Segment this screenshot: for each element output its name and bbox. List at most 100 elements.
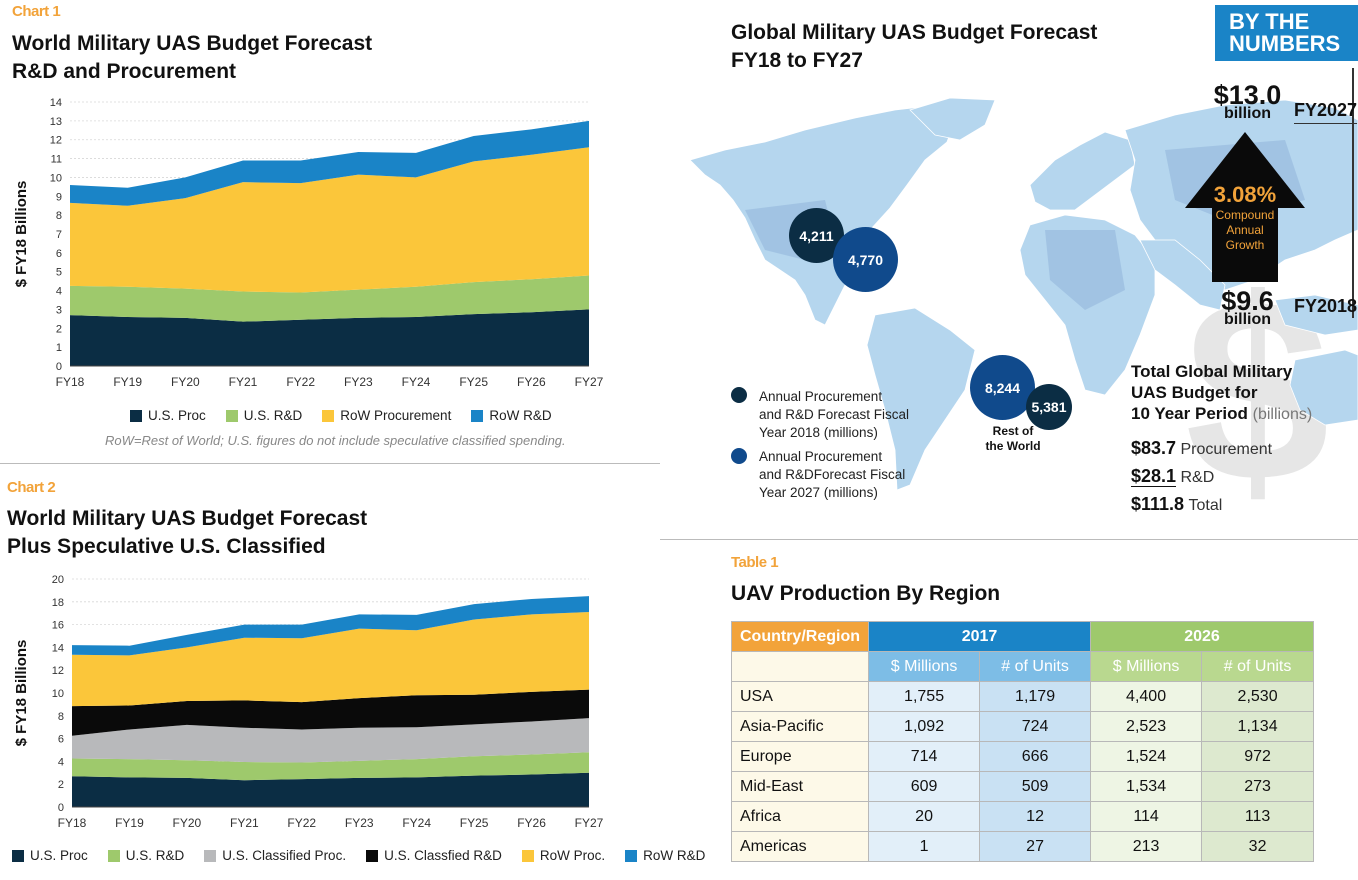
table-cell-value: 273 (1201, 771, 1314, 802)
fy2018-label: FY2018 (1294, 296, 1358, 316)
subheader-blank (731, 651, 869, 682)
x-tick-label: FY26 (517, 375, 546, 389)
y-tick-label: 4 (56, 286, 62, 298)
table-row: Mid-East 609 509 1,534 273 (731, 771, 1314, 802)
legend-item: U.S. R&D (107, 848, 184, 863)
y-tick-label: 16 (52, 620, 64, 632)
table-header-row: Country/Region 2017 2026 (731, 621, 1314, 652)
subheader-2017-units: # of Units (979, 651, 1091, 682)
legend-swatch (625, 849, 638, 862)
area-series-3 (70, 120, 589, 206)
table-cell-value: 213 (1089, 831, 1203, 862)
total-total-value: $111.8 (1131, 494, 1185, 514)
y-tick-label: 12 (52, 665, 64, 677)
growth-block: 3.08% Compound Annual Growth (1195, 182, 1295, 253)
y-tick-label: 1 (56, 342, 62, 354)
y-tick-label: 0 (58, 802, 64, 814)
x-tick-label: FY27 (575, 816, 604, 830)
legend-2027-dot (731, 448, 747, 464)
y-tick-label: 9 (56, 191, 62, 203)
x-tick-label: FY25 (460, 816, 489, 830)
legend-swatch (471, 409, 484, 422)
growth-value: 3.08% (1213, 182, 1277, 207)
chart1-title: World Military UAS Budget Forecast R&D a… (12, 30, 372, 86)
header-2017: 2017 (868, 621, 1091, 652)
by-the-numbers-badge: BY THE NUMBERS (1215, 5, 1358, 61)
bubble-na-2027: 4,770 (833, 227, 898, 292)
x-tick-label: FY21 (229, 375, 258, 389)
x-tick-label: FY23 (344, 375, 373, 389)
greenland-shape (909, 97, 996, 141)
left-divider (0, 463, 660, 464)
chart1-note: RoW=Rest of World; U.S. figures do not i… (105, 433, 566, 448)
chart1-legend: U.S. Proc U.S. R&D RoW Procurement RoW R&D (130, 408, 572, 423)
x-tick-label: FY24 (402, 375, 431, 389)
area-series-2 (72, 718, 589, 763)
area-series-4 (72, 612, 589, 707)
fy2027-unit: billion (1223, 105, 1272, 122)
y-tick-label: 3 (56, 304, 62, 316)
header-region: Country/Region (731, 621, 869, 652)
table-cell-value: 1 (867, 831, 981, 862)
total-rd-label: R&D (1180, 469, 1215, 486)
legend-item: RoW Proc. (521, 848, 605, 863)
y-tick-label: 20 (52, 574, 64, 586)
total-title-line2: UAS Budget for (1131, 383, 1258, 402)
y-axis-label: $ FY18 Billions (13, 640, 30, 747)
y-tick-label: 0 (56, 361, 62, 373)
y-tick-label: 6 (58, 734, 64, 746)
growth-arrow-icon (1185, 132, 1305, 282)
table-subheader-row: $ Millions # of Units $ Millions # of Un… (731, 651, 1314, 682)
x-tick-label: FY24 (402, 816, 431, 830)
table-cell-region: Asia-Pacific (731, 711, 869, 742)
bubble-row-2027: 8,244 (970, 355, 1035, 420)
table-body: USA 1,755 1,179 4,400 2,530 Asia-Pacific 1,092… (731, 681, 1314, 862)
table-cell-value: 4,400 (1089, 681, 1203, 712)
chart2-plot: 0 2 4 6 8 10 12 14 16 18 20 FY18 FY19 FY20 FY21 FY22 FY2… (13, 574, 604, 830)
table-cell-value: 1,134 (1201, 711, 1314, 742)
south-america-shape (866, 307, 976, 491)
x-tick-label: FY20 (173, 816, 202, 830)
chart1-title-line1: World Military UAS Budget Forecast (12, 32, 373, 55)
legend-swatch (225, 409, 238, 422)
legend-2018-text: Annual Procurement and R&D Forecast Fisc… (759, 388, 909, 442)
y-tick-label: 12 (50, 135, 62, 147)
table-cell-value: 20 (867, 801, 981, 832)
fy2027-value: $13.0 (1213, 80, 1282, 110)
fy2027-label: FY2027 (1294, 100, 1358, 124)
map-title-line2: FY18 to FY27 (731, 49, 863, 72)
x-tick-label: FY18 (58, 816, 87, 830)
legend-swatch (107, 849, 120, 862)
legend-item: U.S. Classfied R&D (366, 848, 502, 863)
fy2027-block: $13.0 billion (1210, 80, 1285, 123)
y-tick-label: 14 (50, 97, 62, 109)
table-row: Asia-Pacific 1,092 724 2,523 1,134 (731, 711, 1314, 742)
area-series-0 (70, 309, 589, 366)
row-label-line2: the World (985, 439, 1041, 453)
table-cell-value: 972 (1201, 741, 1314, 772)
area-series-5 (72, 596, 589, 656)
legend-item: RoW R&D (625, 848, 705, 863)
right-divider (660, 539, 1358, 540)
y-tick-label: 8 (58, 711, 64, 723)
y-tick-label: 14 (52, 642, 64, 654)
total-total-label: Total (1188, 497, 1223, 514)
y-tick-label: 6 (56, 248, 62, 260)
y-tick-label: 10 (50, 172, 62, 184)
total-procurement-label: Procurement (1180, 441, 1273, 458)
bubble-row-2018: 5,381 (1026, 384, 1072, 430)
legend-label: U.S. Classfied R&D (384, 848, 502, 863)
x-tick-label: FY25 (459, 375, 488, 389)
table-cell-value: 609 (867, 771, 981, 802)
table-cell-value: 2,523 (1089, 711, 1203, 742)
fy2018-unit: billion (1223, 311, 1272, 328)
y-tick-label: 13 (50, 116, 62, 128)
table-cell-value: 12 (979, 801, 1091, 832)
subheader-2017-millions: $ Millions (867, 651, 981, 682)
growth-line3: Growth (1225, 238, 1265, 252)
table-cell-value: 27 (979, 831, 1091, 862)
legend-item: RoW Procurement (322, 408, 451, 423)
fy2018-value: $9.6 (1221, 286, 1274, 316)
right-rule (1352, 68, 1354, 318)
